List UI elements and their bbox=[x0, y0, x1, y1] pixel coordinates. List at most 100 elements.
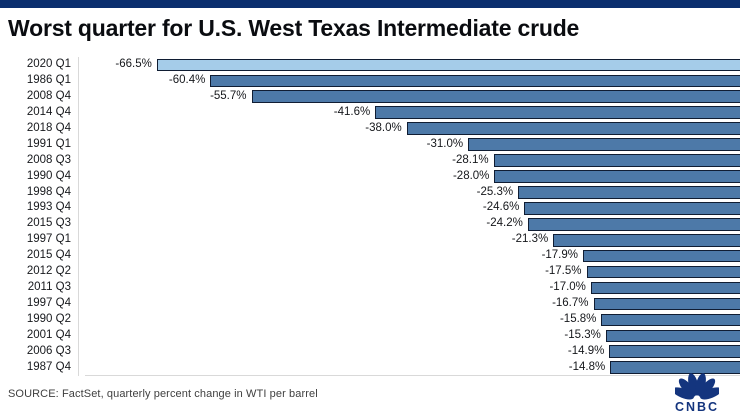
chart-row: 1990 Q4 -28.0% bbox=[0, 168, 740, 185]
category-label: 1990 Q4 bbox=[26, 169, 71, 182]
chart-row: 1987 Q4 -14.8% bbox=[0, 359, 740, 376]
bar bbox=[605, 329, 740, 343]
chart-row: 2001 Q4 -15.3% bbox=[0, 327, 740, 344]
plot-area: -14.8% bbox=[78, 359, 740, 376]
top-accent-bar bbox=[0, 0, 740, 8]
value-label: -15.8% bbox=[559, 313, 597, 325]
cnbc-wordmark: CNBC bbox=[674, 400, 720, 414]
chart-row: 1991 Q1 -31.0% bbox=[0, 136, 740, 153]
chart-row: 2012 Q2 -17.5% bbox=[0, 264, 740, 281]
bar bbox=[518, 186, 740, 199]
value-label: -21.3% bbox=[511, 233, 549, 246]
category-label: 1993 Q4 bbox=[26, 201, 71, 214]
chart-row: 2011 Q3 -17.0% bbox=[0, 280, 740, 297]
plot-area: -17.5% bbox=[78, 264, 740, 281]
chart-row: 2015 Q4 -17.9% bbox=[0, 248, 740, 265]
chart-row: 1998 Q4 -25.3% bbox=[0, 184, 740, 201]
bar bbox=[494, 170, 740, 183]
bar bbox=[375, 106, 740, 119]
chart-row: 1993 Q4 -24.6% bbox=[0, 200, 740, 217]
bar bbox=[527, 217, 740, 231]
chart-row: 1997 Q1 -21.3% bbox=[0, 232, 740, 249]
category-label: 2011 Q3 bbox=[27, 281, 71, 294]
plot-area: -41.6% bbox=[78, 104, 740, 121]
plot-area: -15.8% bbox=[78, 312, 740, 328]
category-label: 2008 Q4 bbox=[26, 89, 71, 102]
category-label: 2001 Q4 bbox=[26, 328, 71, 341]
bar bbox=[601, 313, 740, 327]
chart-row: 2020 Q1 -66.5% bbox=[0, 57, 740, 73]
value-label: -24.2% bbox=[486, 217, 523, 230]
plot-area: -31.0% bbox=[78, 136, 740, 153]
category-label: 1997 Q4 bbox=[26, 297, 71, 310]
category-label: 1987 Q4 bbox=[26, 360, 71, 373]
value-label: -17.5% bbox=[545, 265, 582, 278]
category-label: 2014 Q4 bbox=[26, 105, 71, 118]
value-label: -17.9% bbox=[541, 249, 578, 262]
value-label: -24.6% bbox=[482, 201, 520, 214]
category-label: 2015 Q3 bbox=[26, 217, 71, 230]
plot-area: -24.6% bbox=[78, 200, 740, 217]
category-label: 2008 Q3 bbox=[26, 153, 71, 166]
bar bbox=[610, 361, 740, 374]
category-label: 1998 Q4 bbox=[26, 185, 71, 198]
plot-area: -24.2% bbox=[78, 216, 740, 233]
bar bbox=[156, 58, 740, 72]
chart-row: 1986 Q1 -60.4% bbox=[0, 72, 740, 89]
value-label: -66.5% bbox=[115, 58, 152, 70]
bar-chart: 2020 Q1 -66.5% 1986 Q1 -60.4% 2008 Q4 -55.7% 2… bbox=[0, 57, 740, 376]
value-label: -41.6% bbox=[333, 105, 371, 118]
category-label: 2015 Q4 bbox=[26, 249, 71, 262]
bar bbox=[493, 154, 740, 167]
value-label: -31.0% bbox=[426, 137, 464, 150]
bar bbox=[609, 345, 740, 359]
chart-row: 2014 Q4 -41.6% bbox=[0, 104, 740, 121]
value-label: -25.3% bbox=[476, 185, 514, 198]
chart-row: 2006 Q3 -14.9% bbox=[0, 343, 740, 360]
chart-row: 2008 Q3 -28.1% bbox=[0, 152, 740, 169]
value-label: -14.9% bbox=[567, 344, 605, 357]
plot-area: -17.0% bbox=[78, 280, 740, 297]
category-label: 1997 Q1 bbox=[26, 233, 71, 246]
source-note: SOURCE: FactSet, quarterly percent chang… bbox=[8, 388, 318, 400]
chart-rows: 2020 Q1 -66.5% 1986 Q1 -60.4% 2008 Q4 -55.7% 2… bbox=[0, 57, 740, 376]
bar bbox=[210, 74, 740, 88]
x-axis-line bbox=[85, 375, 740, 376]
category-label: 1986 Q1 bbox=[26, 73, 71, 86]
plot-area: -21.3% bbox=[78, 232, 740, 249]
plot-area: -60.4% bbox=[78, 72, 740, 89]
cnbc-logo: CNBC bbox=[662, 371, 732, 414]
bar bbox=[524, 202, 740, 215]
plot-area: -28.0% bbox=[78, 168, 740, 185]
bar bbox=[593, 297, 740, 311]
chart-row: 2008 Q4 -55.7% bbox=[0, 88, 740, 105]
category-label: 1990 Q2 bbox=[26, 313, 71, 325]
bar bbox=[553, 233, 740, 247]
plot-area: -66.5% bbox=[78, 57, 740, 73]
value-label: -38.0% bbox=[365, 121, 402, 134]
value-label: -28.0% bbox=[452, 169, 490, 182]
category-label: 1991 Q1 bbox=[26, 137, 71, 150]
plot-area: -17.9% bbox=[78, 248, 740, 265]
chart-title: Worst quarter for U.S. West Texas Interm… bbox=[8, 15, 580, 41]
value-label: -15.3% bbox=[564, 328, 601, 341]
bar bbox=[590, 281, 740, 295]
category-label: 2012 Q2 bbox=[26, 265, 71, 278]
bar bbox=[468, 138, 740, 151]
bar bbox=[406, 122, 740, 135]
bar bbox=[586, 265, 740, 279]
plot-area: -15.3% bbox=[78, 327, 740, 344]
bar bbox=[251, 90, 740, 104]
value-label: -14.8% bbox=[568, 360, 606, 373]
plot-area: -14.9% bbox=[78, 343, 740, 360]
bar bbox=[583, 249, 740, 263]
value-label: -16.7% bbox=[552, 297, 589, 310]
value-label: -55.7% bbox=[210, 89, 247, 102]
plot-area: -38.0% bbox=[78, 120, 740, 137]
plot-area: -55.7% bbox=[78, 88, 740, 105]
chart-row: 1990 Q2 -15.8% bbox=[0, 312, 740, 328]
category-label: 2018 Q4 bbox=[26, 121, 71, 134]
chart-row: 1997 Q4 -16.7% bbox=[0, 296, 740, 312]
peacock-icon bbox=[675, 373, 719, 400]
